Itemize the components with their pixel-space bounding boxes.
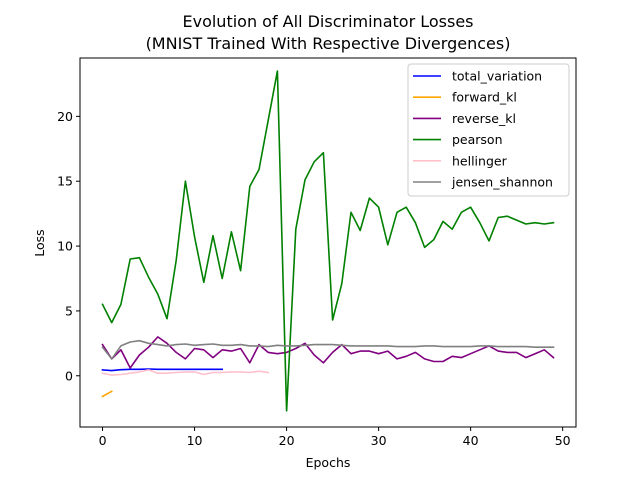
legend-label-pearson: pearson: [452, 132, 503, 147]
legend: total_variation forward_kl reverse_klpears…: [407, 63, 570, 197]
legend-box: [407, 63, 570, 197]
x-tick-label: 0: [99, 433, 107, 448]
y-tick-label: 10: [57, 239, 73, 254]
series-line-forward-kl: [101, 390, 113, 398]
series-line-reverse-kl: [101, 336, 555, 369]
y-axis-label: Loss: [32, 229, 47, 256]
x-axis-label: Epochs: [306, 455, 351, 470]
y-tick-label: 5: [65, 303, 73, 318]
x-tick-label: 10: [187, 433, 203, 448]
legend-label-total-variation: total_variation: [452, 69, 542, 84]
y-tick-label: 15: [57, 174, 73, 189]
y-tick-label: 0: [65, 368, 73, 383]
y-tick-label: 20: [57, 109, 73, 124]
chart-title-line-1: Evolution of All Discriminator Losses: [182, 12, 473, 31]
series-line-total-variation: [101, 368, 223, 372]
legend-label-jensen-shannon: jensen_shannon: [451, 175, 553, 190]
series-line-hellinger: [101, 369, 270, 376]
series-layer: [101, 70, 555, 412]
series-line-pearson: [101, 70, 555, 412]
plot-frame: [79, 57, 577, 428]
x-tick-label: 50: [555, 433, 571, 448]
chart-title-line-2: (MNIST Trained With Respective Divergenc…: [146, 34, 511, 53]
legend-label-hellinger: hellinger: [452, 153, 508, 168]
x-tick-label: 30: [371, 433, 387, 448]
x-tick-label: 40: [463, 433, 479, 448]
x-axis-ticks: 0 10 20 30 40 50: [99, 427, 571, 448]
y-axis-ticks: 0 5 10 15 20: [57, 109, 80, 383]
series-line-jensen-shannon: [101, 339, 555, 360]
legend-label-forward-kl: forward_kl: [452, 90, 517, 105]
legend-label-reverse-kl: reverse_kl: [452, 111, 516, 126]
x-tick-label: 20: [279, 433, 295, 448]
